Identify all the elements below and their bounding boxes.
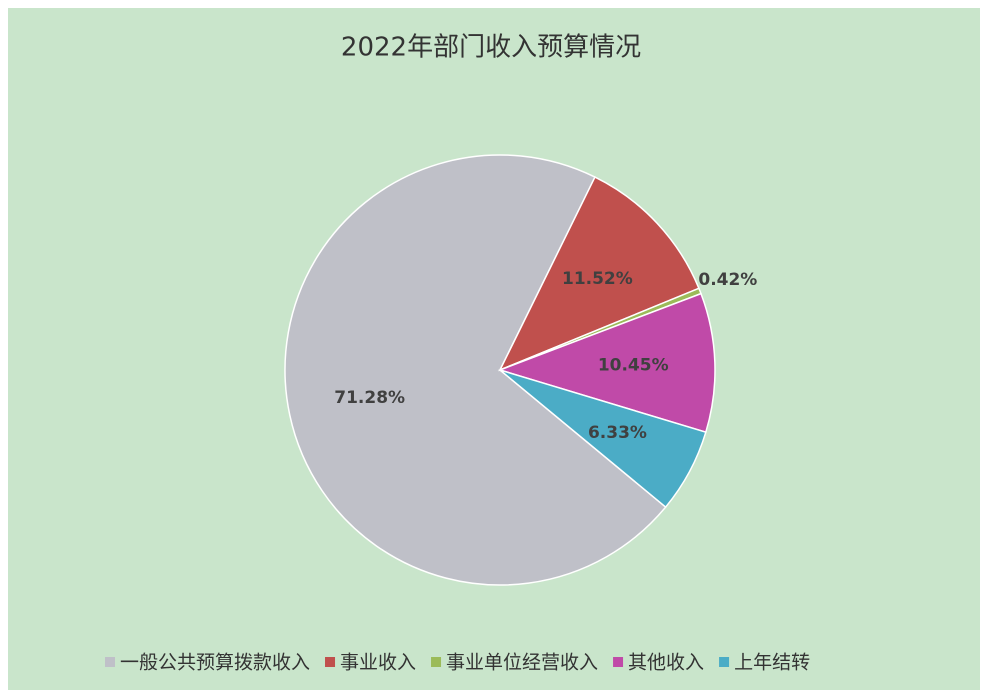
data-label: 11.52% <box>562 269 633 289</box>
legend-label: 事业收入 <box>340 652 416 674</box>
legend-swatch <box>719 657 729 667</box>
legend-swatch <box>325 657 335 667</box>
chart: 2022年部门收入预算情况 71.28% 11.52% 0.42% 10.45% 6.3… <box>0 0 982 698</box>
legend-label: 事业单位经营收入 <box>446 652 598 674</box>
legend-swatch <box>431 657 441 667</box>
chart-title: 2022年部门收入预算情况 <box>341 33 641 63</box>
legend-swatch <box>105 657 115 667</box>
legend-label: 上年结转 <box>734 652 810 674</box>
legend-swatch <box>613 657 623 667</box>
legend-label: 一般公共预算拨款收入 <box>120 652 310 674</box>
legend-label: 其他收入 <box>628 652 704 674</box>
data-label: 0.42% <box>698 270 757 290</box>
data-label: 6.33% <box>588 423 647 443</box>
data-label: 10.45% <box>598 355 669 375</box>
data-label: 71.28% <box>334 388 405 408</box>
